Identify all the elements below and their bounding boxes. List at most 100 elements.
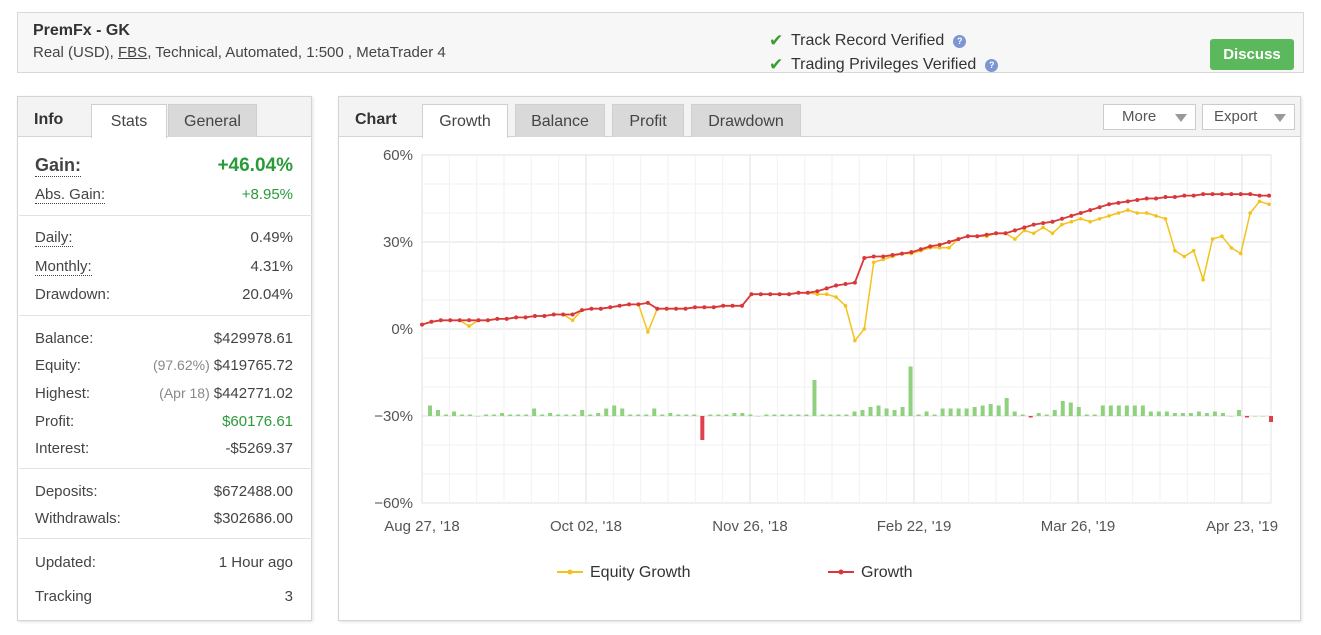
daily-gain-bar	[1124, 405, 1129, 416]
abs-gain-label[interactable]: Abs. Gain:	[35, 186, 106, 204]
stat-equity: Equity: (97.62%) $419765.72	[35, 357, 293, 379]
stat-gain: Gain: +46.04%	[35, 155, 293, 181]
stat-balance: Balance: $429978.61	[35, 330, 293, 352]
equity-growth-point	[1182, 254, 1187, 259]
daily-gain-bar	[436, 410, 441, 416]
tab-drawdown[interactable]: Drawdown	[691, 104, 801, 137]
growth-point	[514, 315, 519, 320]
daily-gain-bar	[620, 408, 625, 416]
help-icon[interactable]: ?	[985, 58, 999, 72]
daily-gain-bar	[540, 414, 545, 416]
daily-gain-bar	[988, 404, 993, 416]
daily-gain-bar	[1260, 416, 1265, 417]
daily-gain-bar	[796, 414, 801, 416]
info-panel: Info Stats General Gain: +46.04% Abs. Ga…	[17, 96, 312, 621]
help-icon[interactable]: ?	[953, 34, 967, 48]
growth-point	[899, 251, 904, 256]
tab-general[interactable]: General	[168, 104, 257, 137]
tab-stats[interactable]: Stats	[91, 104, 167, 138]
deposits-label: Deposits:	[35, 483, 98, 500]
growth-point	[739, 303, 744, 308]
daily-gain-bar	[460, 414, 465, 416]
daily-gain-bar	[1100, 405, 1105, 416]
tab-balance[interactable]: Balance	[515, 104, 605, 137]
daily-gain-bar	[468, 414, 473, 416]
growth-point	[683, 306, 688, 311]
legend-swatch-marker	[838, 569, 844, 575]
daily-gain-bar	[1020, 414, 1025, 416]
chart-legend: Equity Growth Growth	[557, 564, 913, 581]
legend-swatch-marker	[567, 569, 573, 575]
checkmark-icon: ✔	[769, 31, 784, 50]
drawdown-value: 20.04%	[242, 286, 293, 303]
growth-lines	[420, 192, 1271, 343]
growth-point	[1238, 192, 1243, 197]
discuss-button[interactable]: Discuss	[1210, 39, 1294, 70]
growth-point	[664, 306, 669, 311]
updated-value: 1 Hour ago	[218, 554, 293, 571]
tab-growth[interactable]: Growth	[422, 104, 508, 138]
daily-gain-bar	[1204, 413, 1209, 416]
equity-growth-point	[947, 246, 951, 250]
export-dropdown[interactable]: Export	[1202, 104, 1295, 130]
daily-label[interactable]: Daily:	[35, 229, 73, 247]
growth-point	[1088, 208, 1093, 213]
daily-gain-bar	[964, 408, 969, 416]
divider	[19, 315, 312, 316]
gain-label[interactable]: Gain:	[35, 155, 82, 177]
tab-profit[interactable]: Profit	[612, 104, 684, 137]
daily-gain-bar	[740, 413, 745, 416]
growth-point	[928, 244, 933, 249]
daily-gain-bar	[564, 414, 569, 416]
growth-point	[542, 313, 547, 318]
equity-value: $419765.72	[213, 357, 293, 374]
growth-point	[721, 303, 726, 308]
daily-gain-bar	[836, 414, 841, 416]
info-panel-title: Info	[34, 111, 64, 128]
equity-growth-point	[824, 292, 829, 297]
daily-gain-bar	[532, 408, 537, 416]
equity-growth-point	[815, 292, 820, 297]
daily-gain-bar	[1044, 414, 1049, 416]
more-dropdown[interactable]: More	[1103, 104, 1196, 130]
stat-tracking: Tracking 3	[35, 588, 293, 610]
growth-point	[909, 250, 914, 255]
daily-gain-bar	[1084, 414, 1089, 416]
broker-link[interactable]: FBS	[118, 44, 148, 61]
growth-point	[504, 316, 509, 321]
equity-growth-point	[1078, 217, 1083, 221]
growth-point	[485, 318, 490, 323]
equity-growth-point	[1238, 251, 1243, 256]
daily-gain-bar	[1036, 413, 1041, 416]
growth-point	[570, 312, 575, 317]
growth-point	[1069, 213, 1074, 218]
equity-growth-point	[853, 338, 857, 343]
growth-point	[777, 292, 782, 297]
growth-point	[834, 283, 839, 288]
daily-gain-bar	[636, 414, 641, 416]
stat-drawdown: Drawdown: 20.04%	[35, 286, 293, 308]
growth-point	[457, 318, 462, 323]
x-tick-label: Apr 23, '19	[1206, 518, 1278, 535]
stat-monthly: Monthly: 4.31%	[35, 258, 293, 280]
growth-point	[1097, 205, 1102, 210]
growth-point	[1210, 192, 1215, 197]
growth-point	[1050, 219, 1055, 224]
daily-gain-bar	[948, 408, 953, 416]
account-subtitle: Real (USD), FBS, Technical, Automated, 1…	[33, 44, 446, 61]
daily-gain-bar	[1092, 414, 1097, 416]
equity-growth-point	[1060, 222, 1064, 227]
growth-point	[890, 253, 895, 258]
monthly-label[interactable]: Monthly:	[35, 258, 92, 276]
daily-gain-bar	[500, 413, 505, 416]
x-tick-label: Feb 22, '19	[877, 518, 952, 535]
growth-point	[796, 290, 801, 295]
equity-growth-point	[646, 330, 650, 334]
daily-gain-bar	[804, 414, 809, 416]
growth-point	[1144, 196, 1149, 201]
chart-tabbar: Chart Growth Balance Profit Drawdown Mor…	[339, 97, 1300, 138]
info-tabbar: Info Stats General	[18, 97, 311, 138]
growth-point	[1078, 211, 1083, 215]
daily-gain-bar	[644, 414, 649, 416]
growth-point	[579, 308, 584, 313]
